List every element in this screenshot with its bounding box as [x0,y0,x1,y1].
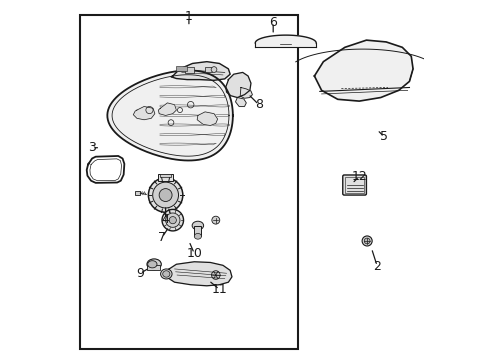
Text: 1: 1 [184,10,192,23]
Circle shape [152,182,178,208]
Polygon shape [314,40,412,101]
Polygon shape [235,98,246,107]
Bar [185,67,194,73]
Polygon shape [133,107,155,120]
Polygon shape [107,71,232,161]
Text: 9: 9 [136,267,144,280]
Polygon shape [171,62,230,80]
Ellipse shape [147,259,161,270]
Polygon shape [197,112,217,126]
Text: 10: 10 [186,247,202,260]
FancyBboxPatch shape [342,175,366,195]
Circle shape [162,210,183,231]
Text: 11: 11 [211,283,227,296]
Text: 2: 2 [372,260,380,273]
Polygon shape [167,262,231,286]
Circle shape [211,67,217,72]
Polygon shape [225,72,250,98]
Bar [160,174,171,177]
Polygon shape [240,87,252,98]
Bar [176,66,187,71]
Ellipse shape [160,269,172,279]
Text: 4: 4 [162,213,169,226]
Ellipse shape [194,233,201,239]
Text: 6: 6 [269,16,277,29]
Ellipse shape [192,221,203,230]
Bar [345,177,363,193]
Polygon shape [255,35,316,46]
Circle shape [148,178,183,212]
Text: 5: 5 [380,130,387,144]
Polygon shape [158,103,176,116]
Text: 8: 8 [254,98,263,111]
Polygon shape [86,156,124,183]
Text: 7: 7 [158,231,166,244]
Circle shape [211,216,219,224]
Bar [147,265,159,270]
Ellipse shape [163,271,169,277]
Bar [158,174,172,181]
Bar [204,67,212,72]
Circle shape [165,213,180,227]
Bar [194,226,201,236]
Circle shape [169,217,176,224]
Bar [80,15,298,348]
Circle shape [364,238,369,244]
Text: 3: 3 [88,141,96,154]
Circle shape [362,236,371,246]
Ellipse shape [147,261,157,268]
Text: 12: 12 [351,170,366,183]
Bar [135,191,140,195]
Circle shape [159,189,172,202]
Circle shape [211,271,220,279]
